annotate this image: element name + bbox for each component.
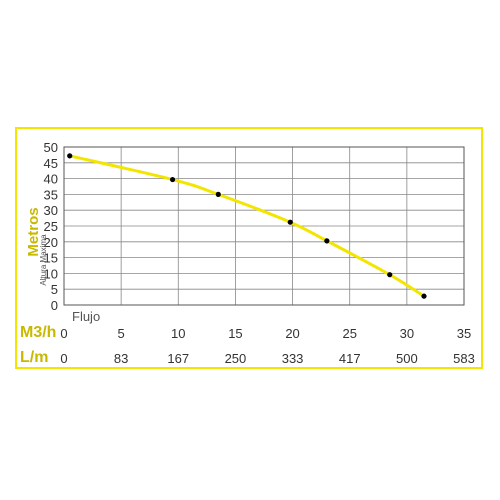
y-tick-label: 45 [44,156,58,171]
y-tick-label: 30 [44,203,58,218]
plot-border [63,146,465,306]
y-tick-label: 0 [51,298,58,313]
y-axis-label: Metros [25,207,42,256]
x-secondary-tick-label: 333 [282,351,304,366]
data-point [169,176,176,183]
data-point [324,238,330,244]
x-unit-secondary: L/m [20,349,48,366]
x-secondary-tick-labels: 0 83 167 250 333 417 500 583 [60,351,474,366]
x-tick-label: 10 [171,326,185,341]
data-point [67,153,73,159]
y-axis-secondary-label: Altura Maxima [39,234,48,286]
x-tick-label: 5 [118,326,125,341]
y-tick-label: 25 [44,219,58,234]
x-tick-labels: 0 5 10 15 20 25 30 35 [60,326,471,341]
x-secondary-tick-label: 250 [225,351,247,366]
y-tick-label: 40 [44,172,58,187]
y-tick-label: 20 [44,235,58,250]
x-unit-primary: M3/h [20,324,56,341]
data-point [421,293,427,299]
x-tick-label: 35 [457,326,471,341]
x-tick-label: 25 [342,326,356,341]
chart-frame [15,127,483,369]
grid [63,146,465,306]
x-tick-label: 20 [285,326,299,341]
x-secondary-tick-label: 500 [396,351,418,366]
x-secondary-tick-label: 583 [453,351,475,366]
y-tick-label: 35 [44,187,58,202]
x-secondary-tick-label: 167 [167,351,189,366]
data-point [387,272,393,278]
x-secondary-tick-label: 417 [339,351,361,366]
data-point [215,191,221,197]
x-secondary-tick-label: 0 [60,351,67,366]
y-tick-label: 50 [44,140,58,155]
y-tick-label: 15 [44,251,58,266]
y-tick-label: 10 [44,266,58,281]
x-tick-label: 30 [400,326,414,341]
data-point [287,219,293,225]
data-points [67,153,427,299]
y-tick-label: 5 [51,282,58,297]
x-secondary-tick-label: 83 [114,351,128,366]
x-tick-label: 0 [60,326,67,341]
x-axis-label: Flujo [72,309,100,324]
x-tick-label: 15 [228,326,242,341]
